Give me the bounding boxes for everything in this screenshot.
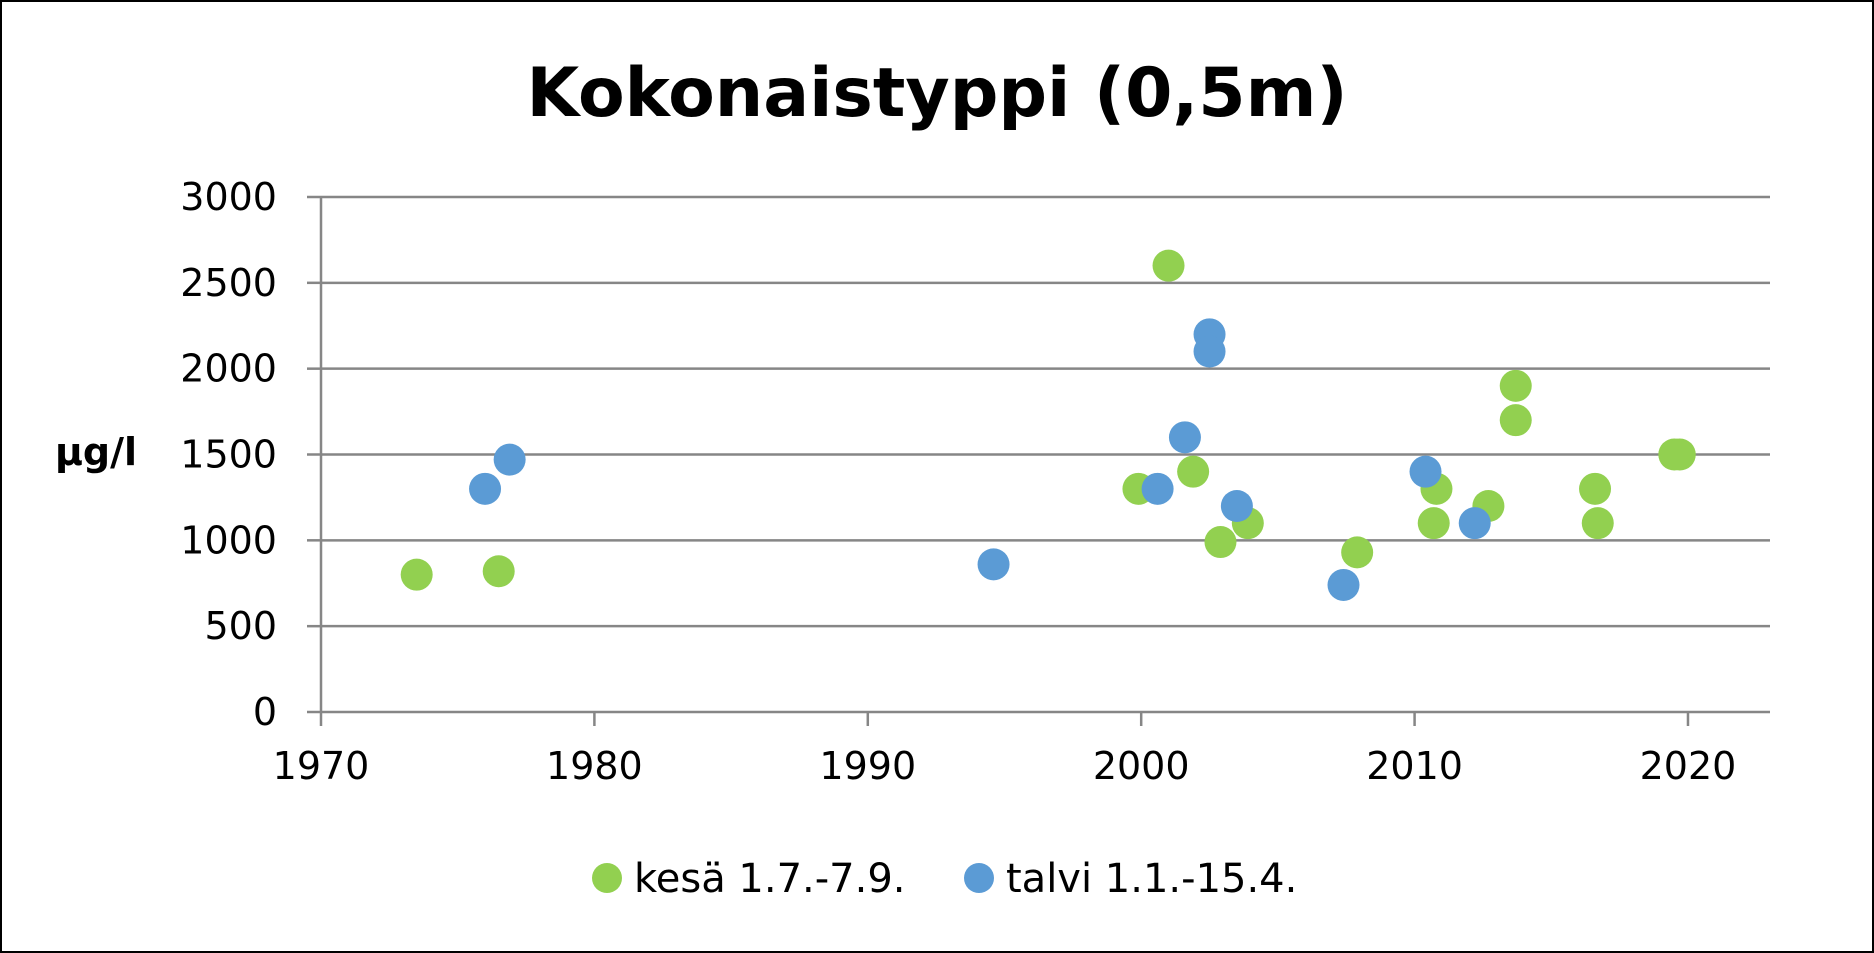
point-series-1 <box>1341 536 1374 569</box>
y-tick-labels: 0 500 1000 1500 2000 2500 3000 <box>180 175 277 734</box>
x-tick-label: 2010 <box>1366 744 1463 788</box>
point-series-2 <box>1193 335 1226 368</box>
y-tick-label: 1000 <box>180 518 277 562</box>
point-series-1 <box>1499 369 1532 402</box>
legend-label-2: talvi 1.1.-15.4. <box>1006 856 1297 902</box>
point-series-1 <box>1152 249 1185 282</box>
point-series-2 <box>1409 455 1442 488</box>
x-tick-label: 1980 <box>546 744 643 788</box>
axes <box>307 195 1770 726</box>
point-series-1 <box>1204 526 1237 559</box>
point-series-1 <box>1417 507 1450 540</box>
y-tick-label: 0 <box>253 690 277 734</box>
point-series-1 <box>1663 438 1696 471</box>
point-series-2 <box>1220 490 1253 522</box>
point-series-1 <box>482 555 515 588</box>
point-series-2 <box>469 472 502 505</box>
x-tick-label: 1970 <box>273 744 370 788</box>
chart-title: Kokonaistyppi (0,5m) <box>526 54 1347 133</box>
point-series-1 <box>1581 507 1614 540</box>
point-series-2 <box>977 548 1010 581</box>
y-tick-label: 2500 <box>180 261 277 305</box>
y-tick-label: 1500 <box>180 433 277 477</box>
data-points <box>400 249 1696 601</box>
legend-label-1: kesä 1.7.-7.9. <box>634 856 906 902</box>
point-series-2 <box>1168 421 1201 454</box>
y-tick-label: 500 <box>204 604 277 648</box>
legend-marker-2 <box>964 863 994 893</box>
point-series-2 <box>493 443 526 476</box>
y-tick-label: 2000 <box>180 347 277 391</box>
point-series-2 <box>1458 507 1491 540</box>
x-tick-labels: 1970 1980 1990 2000 2010 2020 <box>273 744 1737 788</box>
y-axis-label: µg/l <box>55 430 137 474</box>
point-series-1 <box>400 558 433 591</box>
point-series-2 <box>1141 472 1174 505</box>
point-series-1 <box>1177 455 1210 488</box>
legend: kesä 1.7.-7.9. talvi 1.1.-15.4. <box>592 856 1297 902</box>
point-series-1 <box>1579 472 1612 505</box>
y-tick-label: 3000 <box>180 175 277 219</box>
x-tick-label: 1990 <box>819 744 916 788</box>
legend-marker-1 <box>592 863 622 893</box>
x-tick-label: 2020 <box>1640 744 1737 788</box>
point-series-2 <box>1327 568 1360 601</box>
point-series-1 <box>1499 404 1532 437</box>
x-tick-label: 2000 <box>1093 744 1190 788</box>
gridlines <box>321 195 1770 628</box>
